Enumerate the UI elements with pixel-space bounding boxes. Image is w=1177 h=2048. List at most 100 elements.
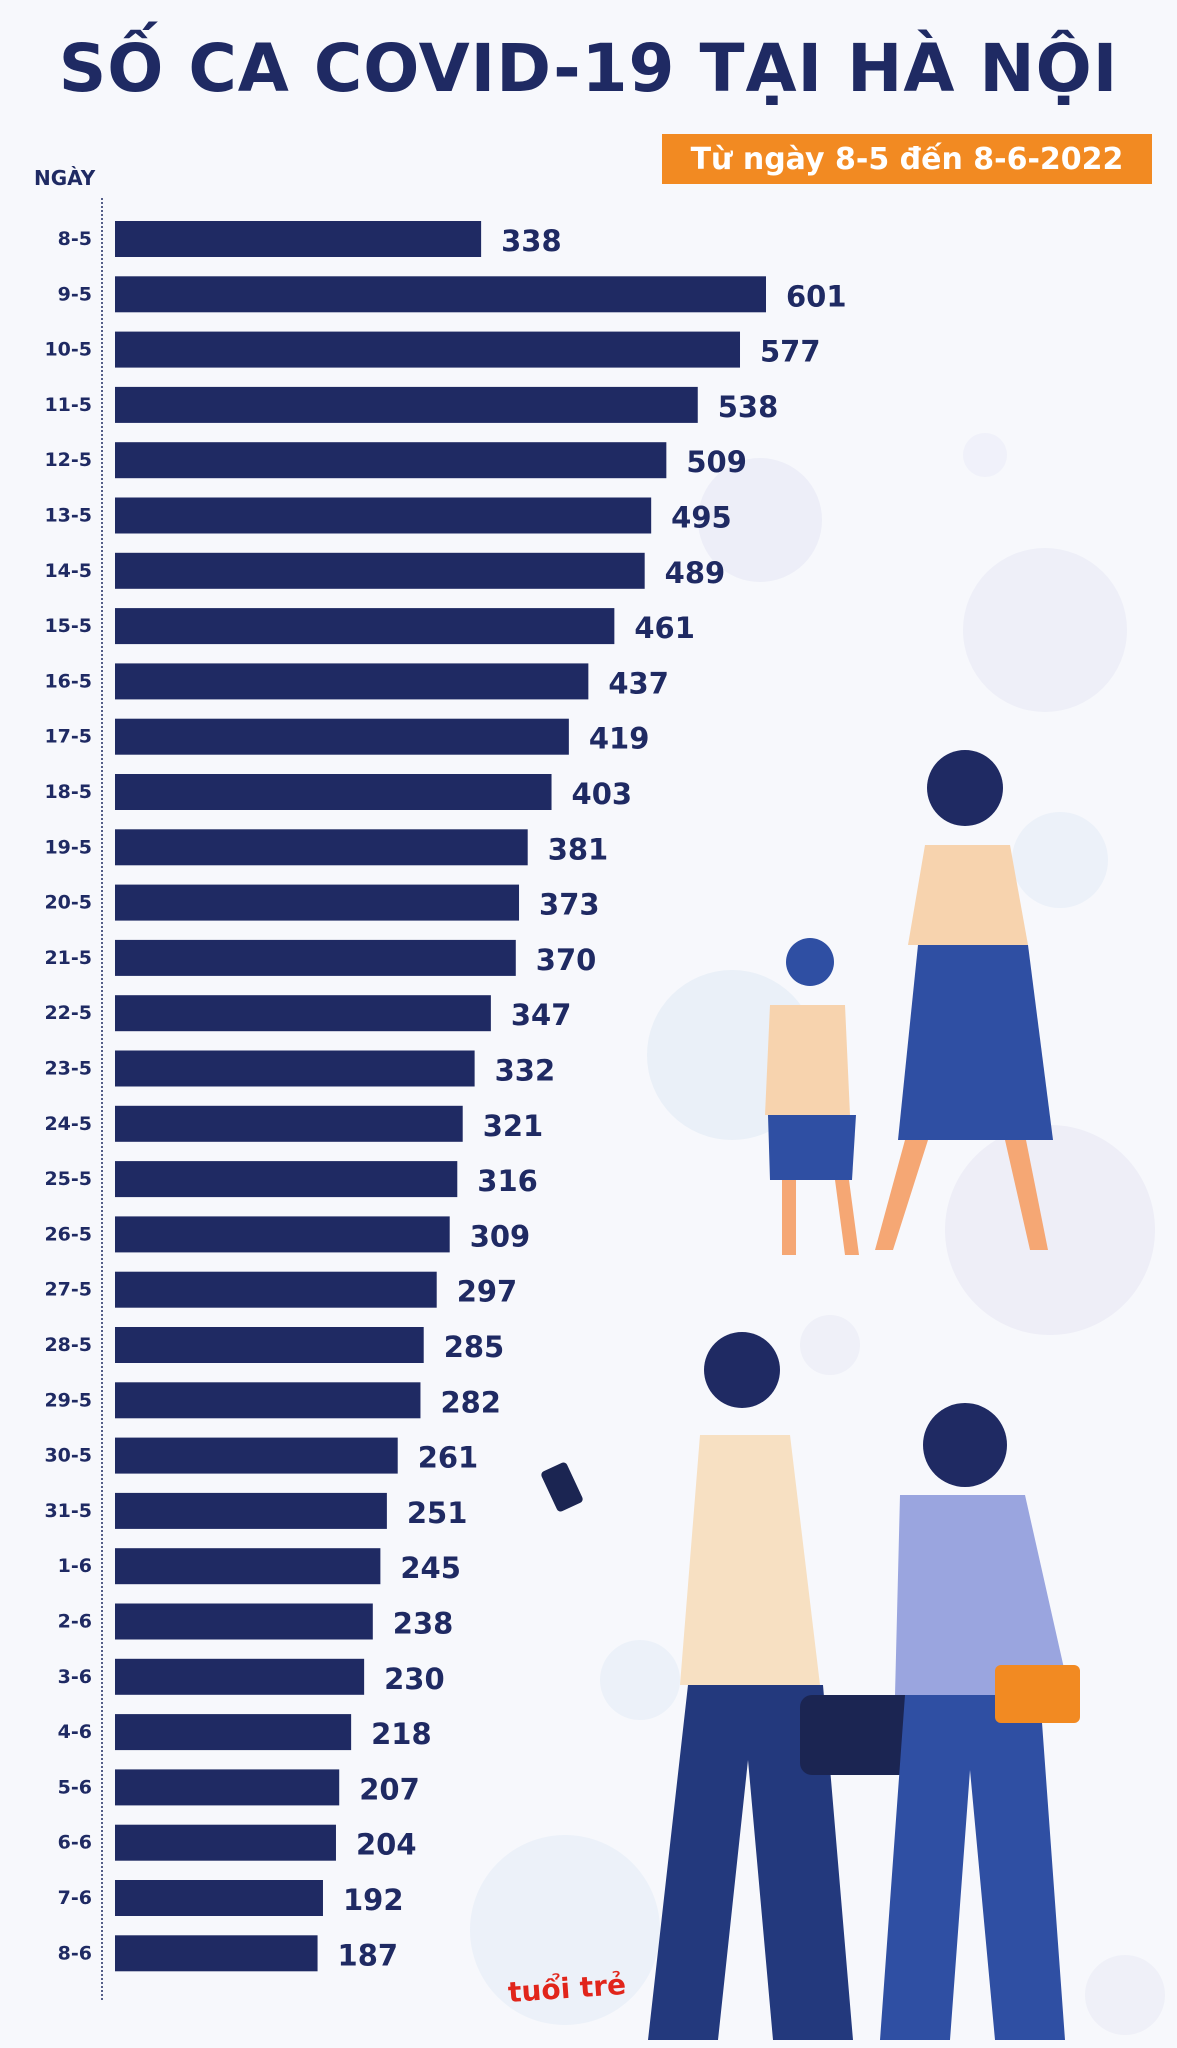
value-label: 297	[457, 1275, 518, 1309]
bar-18-5	[115, 774, 552, 810]
value-label: 207	[359, 1772, 420, 1806]
value-label: 309	[470, 1219, 531, 1253]
category-label: 2-6	[58, 1611, 92, 1633]
category-label: 17-5	[44, 726, 92, 748]
virus-icon	[470, 433, 1165, 2035]
value-label: 489	[665, 556, 726, 590]
bar-10-5	[115, 331, 741, 368]
value-label: 370	[536, 943, 597, 977]
category-label: 24-5	[44, 1113, 92, 1135]
category-label: 15-5	[44, 615, 92, 637]
category-label: 6-6	[58, 1832, 92, 1854]
category-label: 8-5	[58, 228, 92, 250]
category-label: 28-5	[44, 1334, 92, 1356]
category-label: 30-5	[44, 1445, 92, 1467]
bar-2-6	[115, 1603, 373, 1640]
bar-22-5	[115, 995, 491, 1032]
bar-20-5	[115, 884, 520, 921]
bar-21-5	[115, 939, 516, 976]
bar-8-6	[115, 1935, 318, 1972]
value-label: 437	[608, 666, 669, 700]
value-label: 245	[400, 1551, 461, 1585]
value-label: 282	[440, 1385, 501, 1419]
category-label: 7-6	[58, 1887, 92, 1909]
bar-17-5	[115, 718, 569, 755]
bar-3-6	[115, 1658, 365, 1695]
category-label: 9-5	[58, 283, 92, 305]
category-label: 10-5	[44, 339, 92, 361]
value-label: 218	[371, 1717, 432, 1751]
value-label: 509	[686, 445, 747, 479]
bar-13-5	[115, 497, 652, 534]
bar-30-5	[115, 1437, 398, 1474]
background-illustration	[470, 433, 1165, 2040]
value-label: 321	[483, 1109, 544, 1143]
category-label: 19-5	[44, 836, 92, 858]
bar-9-5	[115, 276, 766, 313]
value-label: 538	[718, 390, 779, 424]
bar-15-5	[115, 608, 615, 645]
bar-5-6	[115, 1769, 340, 1806]
y-axis-title: NGÀY	[34, 166, 96, 190]
value-label: 238	[393, 1607, 454, 1641]
woman-with-child-illustration	[765, 750, 1053, 1255]
value-label: 373	[539, 888, 600, 922]
value-label: 230	[384, 1662, 445, 1696]
bar-25-5	[115, 1161, 458, 1198]
category-label: 3-6	[58, 1666, 92, 1688]
value-label: 338	[501, 224, 562, 258]
value-label: 577	[760, 335, 821, 369]
category-label: 12-5	[44, 449, 92, 471]
category-label: 27-5	[44, 1279, 92, 1301]
category-label: 26-5	[44, 1223, 92, 1245]
bar-14-5	[115, 552, 645, 589]
category-label: 13-5	[44, 505, 92, 527]
bars-group: 8-5 338 9-5 601 10-5 577 11-5 538 12-5 509 13-5 495…	[44, 221, 847, 1972]
bar-8-5	[115, 221, 482, 257]
value-label: 332	[495, 1054, 556, 1088]
category-label: 18-5	[44, 781, 92, 803]
bar-19-5	[115, 829, 528, 866]
category-label: 25-5	[44, 1168, 92, 1190]
chart-title: SỐ CA COVID-19 TẠI HÀ NỘI	[58, 30, 1119, 107]
bar-7-6	[115, 1880, 323, 1916]
value-label: 187	[338, 1938, 399, 1972]
category-label: 31-5	[44, 1500, 92, 1522]
value-label: 381	[548, 832, 609, 866]
category-label: 21-5	[44, 947, 92, 969]
category-label: 20-5	[44, 892, 92, 914]
category-label: 11-5	[44, 394, 92, 416]
value-label: 192	[343, 1883, 404, 1917]
bar-27-5	[115, 1271, 437, 1308]
category-label: 16-5	[44, 670, 92, 692]
category-label: 8-6	[58, 1942, 92, 1964]
category-label: 1-6	[58, 1555, 92, 1577]
category-label: 23-5	[44, 1058, 92, 1080]
bar-24-5	[115, 1105, 463, 1142]
bar-11-5	[115, 386, 698, 423]
value-label: 347	[511, 998, 572, 1032]
bar-16-5	[115, 663, 589, 700]
value-label: 204	[356, 1828, 417, 1862]
category-label: 29-5	[44, 1389, 92, 1411]
value-label: 419	[589, 722, 650, 756]
bar-28-5	[115, 1327, 424, 1363]
value-label: 285	[444, 1330, 505, 1364]
bar-31-5	[115, 1492, 387, 1529]
value-label: 495	[671, 501, 732, 535]
category-label: 4-6	[58, 1721, 92, 1743]
bar-1-6	[115, 1548, 381, 1585]
bar-12-5	[115, 442, 667, 479]
bar-6-6	[115, 1824, 336, 1861]
value-label: 403	[572, 777, 633, 811]
category-label: 14-5	[44, 560, 92, 582]
bar-23-5	[115, 1050, 475, 1087]
category-label: 5-6	[58, 1776, 92, 1798]
value-label: 261	[418, 1441, 479, 1475]
value-label: 251	[407, 1496, 468, 1530]
value-label: 601	[786, 279, 847, 313]
value-label: 461	[634, 611, 695, 645]
date-range-badge: Từ ngày 8-5 đến 8-6-2022	[662, 134, 1152, 184]
bar-4-6	[115, 1714, 352, 1751]
